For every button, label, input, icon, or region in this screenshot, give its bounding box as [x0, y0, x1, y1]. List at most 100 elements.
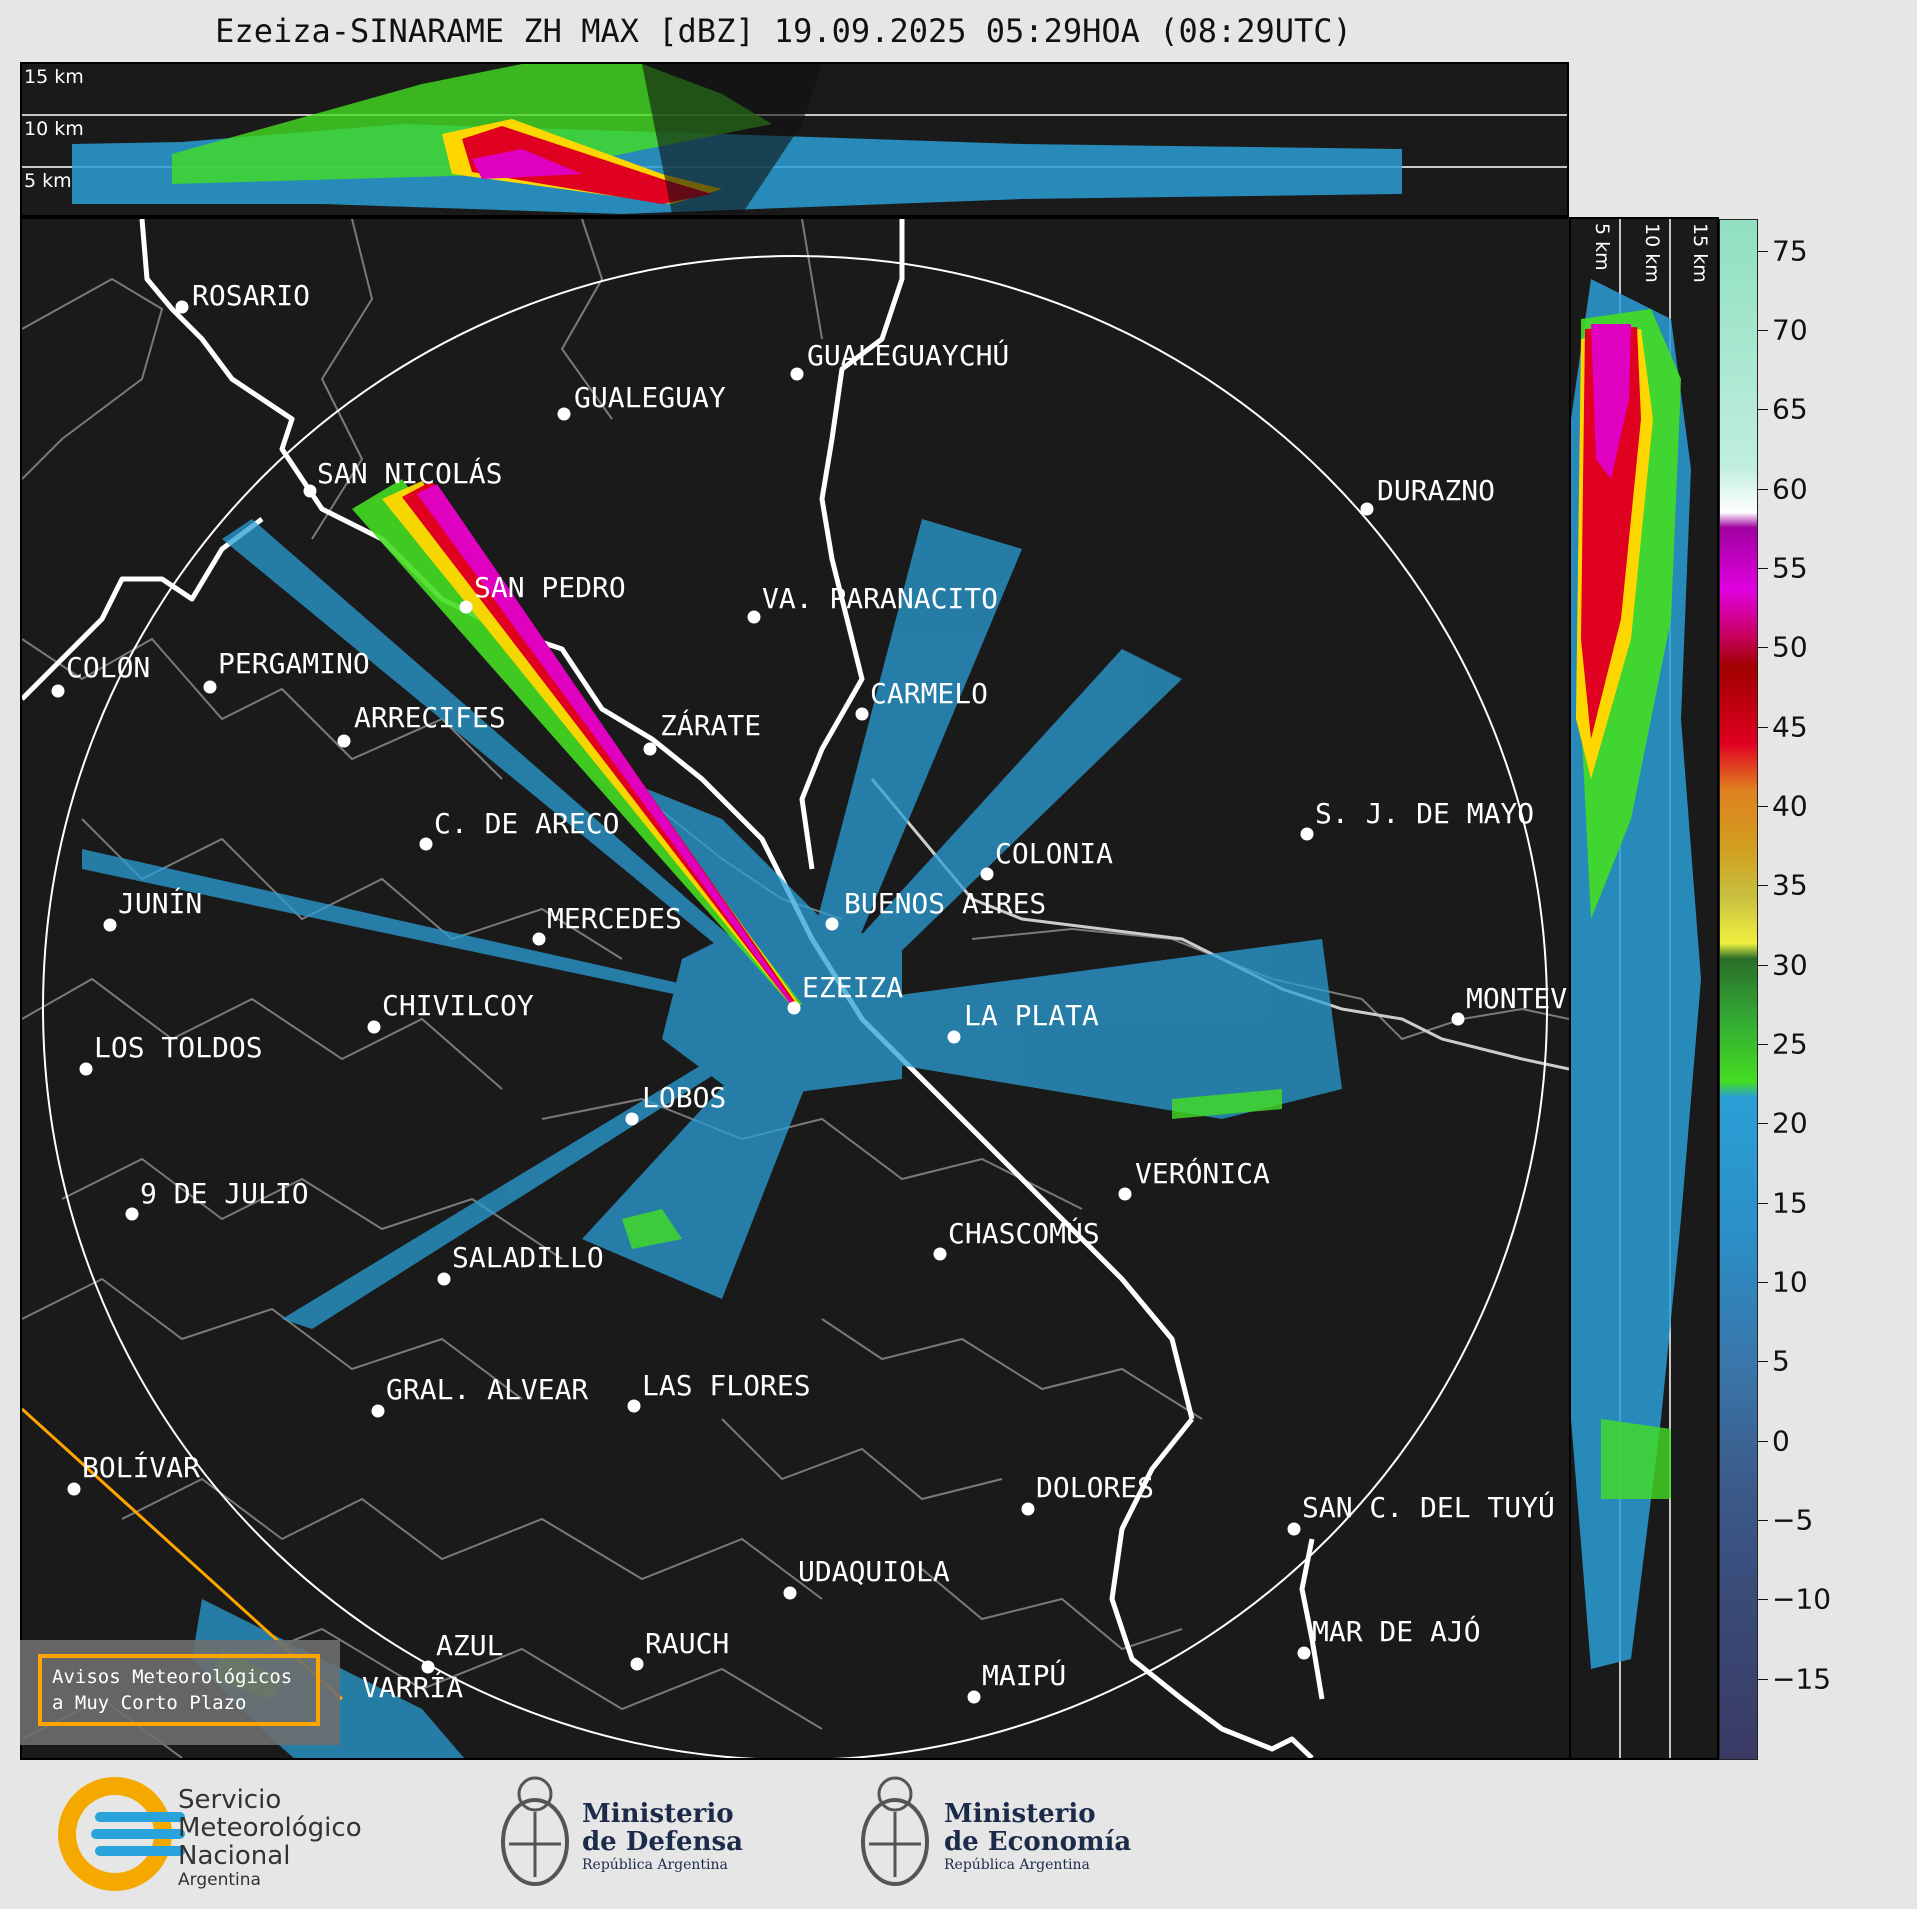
- top-height-label-5: 5 km: [24, 170, 72, 192]
- city-dot-arrecifes: [337, 734, 351, 748]
- city-dot-gualeguay: [557, 407, 571, 421]
- side-cross-section-panel: 5 km 10 km 15 km: [1569, 217, 1719, 1760]
- colorbar-tick-label: 65: [1772, 392, 1808, 426]
- colorbar-tick-mark: [1758, 1440, 1768, 1442]
- colorbar-tick-label: 5: [1772, 1344, 1790, 1378]
- admin-borders: [22, 219, 1569, 1758]
- colorbar-tick-mark: [1758, 964, 1768, 966]
- city-label-gral-alvear: GRAL. ALVEAR: [386, 1373, 589, 1406]
- top-height-label-10: 10 km: [24, 118, 84, 140]
- city-dot-maipu: [967, 1690, 981, 1704]
- colorbar-tick-label: 0: [1772, 1424, 1790, 1458]
- city-dot-carmelo: [855, 707, 869, 721]
- city-dot-mercedes: [532, 932, 546, 946]
- city-dot-san-nicolas: [303, 484, 317, 498]
- city-label-gualeguay: GUALEGUAY: [574, 381, 726, 414]
- radar-map-svg: [22, 219, 1569, 1758]
- city-dot-junin: [103, 918, 117, 932]
- city-dot-zarate: [643, 742, 657, 756]
- colorbar-tick-label: 35: [1772, 868, 1808, 902]
- colorbar-tick-mark: [1758, 250, 1768, 252]
- city-label-colonia: COLONIA: [995, 837, 1114, 870]
- city-label-azul: AZUL: [436, 1629, 504, 1662]
- city-dot-san-pedro: [459, 600, 473, 614]
- city-label-las-flores: LAS FLORES: [642, 1369, 811, 1402]
- avisos-line-1: Avisos Meteorológicos: [52, 1666, 293, 1688]
- city-dot-chivilcoy: [367, 1020, 381, 1034]
- smn-logo-icon: [58, 1777, 185, 1891]
- colorbar-tick-mark: [1758, 1123, 1768, 1125]
- colorbar-tick-label: 70: [1772, 313, 1808, 347]
- city-label-rosario: ROSARIO: [192, 279, 311, 312]
- city-dot-va-paranacito: [747, 610, 761, 624]
- echo-band-magenta: [472, 149, 582, 179]
- echo-band-green: [172, 64, 772, 184]
- city-dot-las-flores: [627, 1399, 641, 1413]
- colorbar-tick-label: −5: [1772, 1503, 1814, 1537]
- colorbar-tick-label: 60: [1772, 472, 1808, 506]
- city-label-maipu: MAIPÚ: [982, 1659, 1067, 1692]
- city-label-buenos-aires: BUENOS AIRES: [844, 887, 1047, 920]
- city-dot-gualeguaychu: [790, 367, 804, 381]
- side-height-label-10: 10 km: [1641, 223, 1663, 283]
- colorbar-tick-mark: [1758, 647, 1768, 649]
- colorbar-tick-mark: [1758, 1599, 1768, 1601]
- side-height-label-5: 5 km: [1591, 223, 1613, 271]
- city-label-junin: JUNÍN: [118, 887, 203, 920]
- top-cross-section-echoes: [22, 64, 1567, 214]
- city-label-carmelo: CARMELO: [870, 677, 989, 710]
- side-height-label-15: 15 km: [1689, 223, 1711, 283]
- city-dot-veronica: [1118, 1187, 1132, 1201]
- colorbar-tick-label: 15: [1772, 1186, 1808, 1220]
- city-dot-chascomus: [933, 1247, 947, 1261]
- city-dot-bolivar: [67, 1482, 81, 1496]
- top-height-label-15: 15 km: [24, 66, 84, 88]
- city-label-c-de-areco: C. DE ARECO: [434, 807, 620, 840]
- city-dot-la-plata: [947, 1030, 961, 1044]
- city-label-chivilcoy: CHIVILCOY: [382, 989, 534, 1022]
- coat-of-arms-icon-economia: [861, 1776, 929, 1886]
- colorbar-tick-label: 45: [1772, 710, 1808, 744]
- city-dot-montevideo: [1451, 1012, 1465, 1026]
- city-dot-mar-de-ajo: [1297, 1646, 1311, 1660]
- colorbar-tick-label: 30: [1772, 948, 1808, 982]
- colorbar-tick-label: 40: [1772, 789, 1808, 823]
- colorbar-tick-label: 55: [1772, 551, 1808, 585]
- colorbar-tick-label: 20: [1772, 1106, 1808, 1140]
- city-label-olavarria: VARRÍA: [362, 1671, 464, 1704]
- city-label-lobos: LOBOS: [642, 1081, 727, 1114]
- avisos-button[interactable]: Avisos Meteorológicos a Muy Corto Plazo: [38, 1654, 320, 1726]
- city-dot-azul: [421, 1660, 435, 1674]
- city-dot-san-c-del-tuyu: [1287, 1522, 1301, 1536]
- city-label-bolivar: BOLÍVAR: [82, 1451, 201, 1484]
- colorbar-tick-label: −10: [1772, 1582, 1832, 1616]
- coastline-rivers: [22, 219, 1325, 1758]
- colorbar-tick-label: −15: [1772, 1662, 1832, 1696]
- colorbar-tick-label: 75: [1772, 234, 1808, 268]
- city-label-la-plata: LA PLATA: [964, 999, 1099, 1032]
- city-label-los-toldos: LOS TOLDOS: [94, 1031, 263, 1064]
- avisos-panel[interactable]: Avisos Meteorológicos a Muy Corto Plazo: [20, 1640, 340, 1745]
- radar-map-panel[interactable]: ROSARIO GUALEGUAYCHÚ GUALEGUAY SAN NICOL…: [20, 217, 1571, 1760]
- city-dot-udaquiola: [783, 1586, 797, 1600]
- city-label-veronica: VERÓNICA: [1135, 1157, 1270, 1190]
- colorbar-tick-mark: [1758, 1520, 1768, 1521]
- colorbar-tick-mark: [1758, 568, 1768, 570]
- chart-title: Ezeiza-SINARAME ZH MAX [dBZ] 19.09.2025 …: [215, 12, 1352, 50]
- city-dot-pergamino: [203, 680, 217, 694]
- city-dot-rauch: [630, 1657, 644, 1671]
- echo-gap: [642, 64, 822, 214]
- city-label-9-de-julio: 9 DE JULIO: [140, 1177, 309, 1210]
- colorbar: [1719, 219, 1758, 1760]
- economia-logo-text: Ministerio de Economía República Argenti…: [944, 1799, 1132, 1873]
- colorbar-tick-mark: [1758, 1202, 1768, 1204]
- city-label-saladillo: SALADILLO: [452, 1241, 604, 1274]
- colorbar-tick-mark: [1758, 885, 1768, 887]
- city-label-san-nicolas: SAN NICOLÁS: [317, 457, 503, 490]
- city-dot-9-de-julio: [125, 1207, 139, 1221]
- colorbar-tick-mark: [1758, 488, 1768, 490]
- city-label-udaquiola: UDAQUIOLA: [798, 1555, 950, 1588]
- city-dot-ezeiza: [787, 1001, 801, 1015]
- city-label-durazno: DURAZNO: [1377, 474, 1496, 507]
- colorbar-tick-mark: [1758, 806, 1768, 808]
